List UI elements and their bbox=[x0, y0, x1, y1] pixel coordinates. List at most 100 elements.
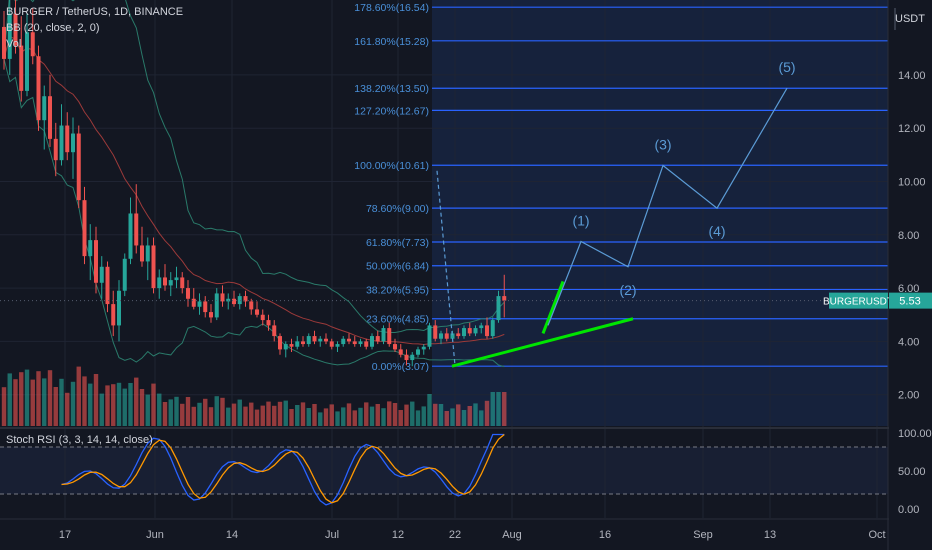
candle-body bbox=[71, 133, 75, 153]
volume-bar bbox=[53, 387, 58, 426]
volume-bar bbox=[323, 408, 329, 426]
volume-bar bbox=[82, 376, 87, 426]
candle-body bbox=[358, 341, 363, 345]
price-axis bbox=[889, 0, 932, 550]
candle-body bbox=[53, 138, 58, 161]
volume-label: Vol bbox=[6, 38, 22, 50]
volume-bar bbox=[467, 406, 472, 426]
price-tick: 14.00 bbox=[898, 70, 926, 82]
volume-bar bbox=[88, 383, 93, 426]
candle-body bbox=[197, 301, 202, 307]
chart-legend: BURGER / TetherUS, 1D, BINANCE BB (20, c… bbox=[6, 4, 183, 52]
candle-body bbox=[456, 333, 461, 337]
volume-bar bbox=[392, 403, 398, 426]
candle-body bbox=[94, 240, 98, 283]
candle-body bbox=[151, 245, 156, 289]
volume-bar bbox=[364, 402, 369, 426]
symbol-badge bbox=[829, 292, 888, 309]
volume-bar bbox=[99, 393, 104, 426]
stoch-rsi-label: Stoch RSI (3, 3, 14, 14, close) bbox=[6, 434, 153, 446]
wave-label: (3) bbox=[654, 137, 671, 153]
fib-label: 127.20%(12.67) bbox=[354, 105, 429, 117]
volume-bar bbox=[335, 411, 340, 426]
candle-body bbox=[393, 344, 397, 350]
volume-bar bbox=[254, 409, 260, 426]
candle-body bbox=[134, 213, 139, 246]
volume-bar bbox=[369, 406, 375, 426]
volume-bar bbox=[346, 403, 352, 426]
candle-body bbox=[398, 349, 403, 355]
price-tick: 10.00 bbox=[898, 177, 926, 189]
volume-bar bbox=[76, 366, 81, 426]
fib-label: 78.60%(9.00) bbox=[366, 203, 429, 215]
candle-body bbox=[266, 320, 271, 326]
stoch-tick: 50.00 bbox=[898, 466, 926, 478]
volume-bar bbox=[7, 373, 12, 426]
candle-body bbox=[232, 298, 236, 305]
breakout-trendline bbox=[541, 280, 565, 334]
candle-body bbox=[427, 325, 432, 347]
candle-body bbox=[496, 296, 501, 321]
volume-bar bbox=[341, 407, 346, 426]
candle-body bbox=[36, 56, 41, 121]
volume-bar bbox=[151, 383, 156, 426]
volume-bar bbox=[122, 388, 127, 426]
candle-body bbox=[301, 341, 305, 345]
price-badge-value: 5.53 bbox=[899, 296, 920, 308]
candle-body bbox=[13, 13, 18, 46]
fib-label: 138.20%(13.50) bbox=[354, 83, 429, 95]
candle-body bbox=[306, 336, 311, 345]
candle-body bbox=[272, 325, 277, 337]
candle-body bbox=[421, 346, 426, 350]
volume-bar bbox=[128, 383, 133, 426]
volume-bar bbox=[139, 389, 145, 426]
candle-body bbox=[289, 344, 294, 347]
volume-bar bbox=[490, 392, 495, 426]
fib-zone bbox=[432, 0, 888, 426]
fib-label: 178.60%(16.54) bbox=[354, 2, 429, 14]
volume-bar bbox=[283, 400, 288, 426]
candle-body bbox=[186, 288, 190, 299]
fib-label: 61.80%(7.73) bbox=[366, 237, 429, 249]
time-tick: 13 bbox=[764, 529, 776, 541]
candle-body bbox=[168, 280, 173, 286]
candle-body bbox=[439, 333, 443, 339]
candle-body bbox=[312, 336, 317, 342]
wave-label: (4) bbox=[708, 223, 725, 239]
volume-bar bbox=[243, 406, 248, 426]
candle-body bbox=[375, 336, 380, 342]
volume-bar bbox=[381, 408, 386, 426]
time-tick: 22 bbox=[449, 529, 461, 541]
candle-body bbox=[410, 354, 415, 361]
time-tick: 16 bbox=[599, 529, 611, 541]
volume-bar bbox=[473, 403, 478, 426]
bb-basis bbox=[3, 35, 505, 346]
candle-body bbox=[283, 344, 288, 350]
candle-body bbox=[174, 277, 179, 281]
candle-body bbox=[364, 341, 369, 347]
volume-histogram bbox=[1, 366, 507, 426]
candle-body bbox=[237, 296, 242, 305]
price-badge bbox=[889, 292, 932, 309]
candle-body bbox=[485, 325, 489, 337]
volume-bar bbox=[387, 401, 392, 426]
volume-bar bbox=[145, 394, 150, 426]
candles bbox=[2, 0, 507, 367]
volume-bar bbox=[237, 399, 242, 426]
time-tick: 17 bbox=[59, 529, 71, 541]
stoch-d-line bbox=[61, 433, 505, 504]
candle-body bbox=[180, 277, 185, 289]
volume-bar bbox=[272, 405, 277, 426]
candle-body bbox=[203, 301, 208, 313]
candle-body bbox=[462, 328, 466, 337]
price-tick: 8.00 bbox=[898, 230, 919, 242]
volume-bar bbox=[260, 405, 265, 426]
candle-body bbox=[450, 333, 455, 339]
volume-bar bbox=[116, 382, 122, 426]
candle-body bbox=[490, 320, 495, 337]
candle-body bbox=[278, 336, 282, 350]
volume-bar bbox=[30, 379, 35, 426]
volume-bar bbox=[157, 393, 162, 426]
volume-bar bbox=[214, 396, 219, 426]
